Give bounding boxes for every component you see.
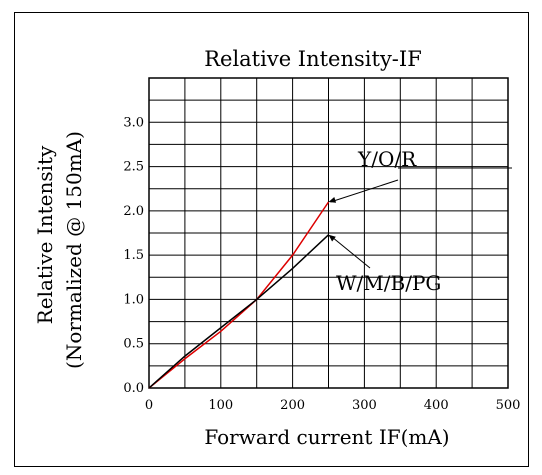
x-tick-label: 300 [352, 398, 377, 413]
x-tick-label: 200 [280, 398, 305, 413]
y-tick-label: 0.0 [123, 381, 144, 396]
annotations: Y/O/R W/M/B/PG [328, 147, 512, 295]
series-label: Y/O/R [357, 147, 417, 171]
annotation-leader [330, 179, 399, 203]
chart-frame [14, 12, 529, 467]
series-line [148, 234, 330, 389]
y-tick-label: 3.0 [123, 115, 144, 130]
y-tick-label: 1.5 [123, 248, 144, 263]
y-tick-labels: 0.0 0.5 1.0 1.5 2.0 2.5 3.0 [123, 115, 144, 396]
y-tick-label: 2.0 [123, 204, 144, 219]
y-axis-label-normalized: (Normalized @ 150mA) [62, 131, 86, 369]
chart-title: Relative Intensity-IF [204, 47, 422, 71]
plot-border [148, 77, 509, 389]
y-tick-label: 2.5 [123, 160, 144, 175]
annotation-arrowhead [328, 197, 337, 203]
series-label: W/M/B/PG [336, 271, 441, 295]
x-tick-label: 100 [208, 398, 233, 413]
x-tick-label: 500 [496, 398, 521, 413]
x-tick-label: 400 [424, 398, 449, 413]
y-tick-label: 1.0 [123, 292, 144, 307]
y-axis-label: Relative Intensity [33, 145, 57, 324]
annotation-leader [330, 235, 371, 269]
grid [148, 77, 509, 389]
x-tick-labels: 0 100 200 300 400 500 [145, 398, 521, 413]
series-line [148, 201, 330, 389]
x-tick-label: 0 [145, 398, 153, 413]
y-tick-label: 0.5 [123, 337, 144, 352]
x-axis-label: Forward current IF(mA) [204, 425, 449, 449]
annotation-arrowhead [328, 234, 336, 242]
series-lines [148, 201, 330, 389]
